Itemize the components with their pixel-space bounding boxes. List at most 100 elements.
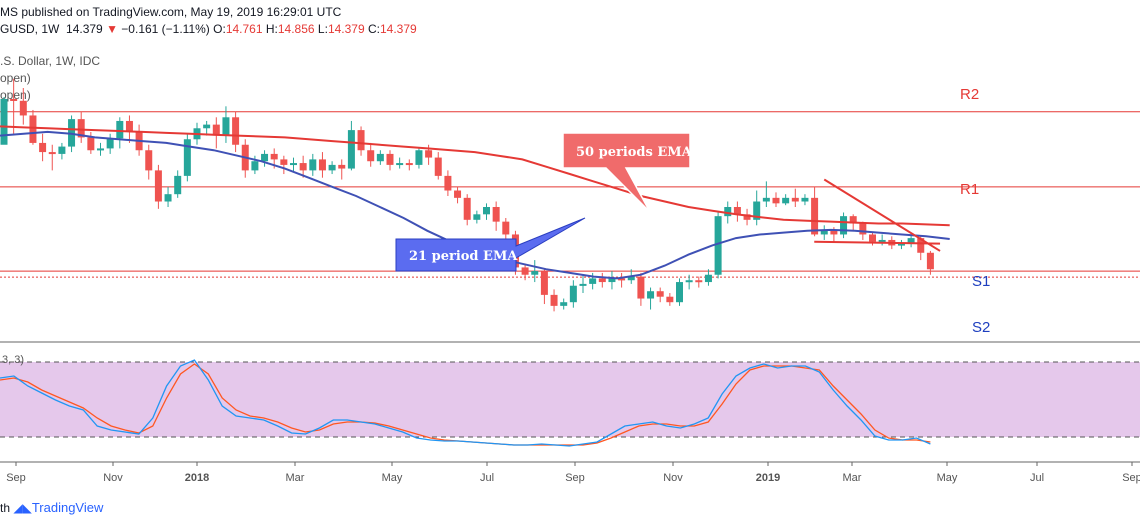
candle-body <box>647 291 655 299</box>
candle-body <box>791 197 799 202</box>
s1-label: S1 <box>972 273 990 290</box>
x-tick-label: May <box>382 472 403 484</box>
x-tick-label: Sep <box>565 472 585 484</box>
candle-body <box>299 163 307 171</box>
stochastic-legend: 3, 3) <box>2 354 24 366</box>
x-tick-label: Nov <box>103 472 123 484</box>
candle-body <box>77 119 85 138</box>
low-value: 14.379 <box>327 22 365 36</box>
candle-body <box>203 124 211 129</box>
candle-body <box>656 291 664 297</box>
candle-body <box>106 138 114 149</box>
candle-body <box>309 159 317 171</box>
x-tick-label: 2019 <box>756 472 780 484</box>
candle-body <box>454 190 462 198</box>
x-tick-label: Sep <box>6 472 26 484</box>
ema50-annotation: 50 periods EMA <box>562 132 693 213</box>
candle-body <box>386 153 394 165</box>
ohlc-bar: GUSD, 1W 14.379 ▼ −0.161 (−1.11%) O:14.7… <box>0 22 417 36</box>
candle-body <box>724 207 732 217</box>
candle-body <box>782 197 790 204</box>
candle-body <box>154 170 162 202</box>
open-value: 14.761 <box>225 22 263 36</box>
candle-body <box>473 214 481 220</box>
candle-body <box>811 197 819 235</box>
high-value: 14.856 <box>277 22 315 36</box>
footer: th ◢◣TradingView <box>0 500 103 515</box>
candle-body <box>415 150 423 165</box>
candle-body <box>521 267 529 275</box>
candle-body <box>270 153 278 160</box>
x-tick-label: Jul <box>480 472 494 484</box>
r2-label: R2 <box>960 86 979 103</box>
candle-body <box>338 164 346 169</box>
candle-body <box>434 157 442 176</box>
candle-body <box>608 278 616 283</box>
candle-body <box>666 296 674 303</box>
candle-body <box>598 278 606 283</box>
candle-body <box>0 98 8 145</box>
candle-body <box>280 159 288 165</box>
ema21-callout <box>395 217 586 272</box>
candle-body <box>328 164 336 171</box>
candle-body <box>531 271 539 275</box>
tradingview-logo-icon: ◢◣ <box>13 501 32 515</box>
candle-body <box>483 207 490 215</box>
candle-body <box>183 139 191 176</box>
candle-body <box>772 197 780 204</box>
stochastic-k-line <box>0 359 931 447</box>
candle-body <box>164 194 172 202</box>
candle-body <box>425 150 433 158</box>
x-tick-label: Sep <box>1122 472 1140 484</box>
x-tick-label: 2018 <box>185 472 209 484</box>
candle-body <box>492 207 500 222</box>
high-label: H: <box>265 22 278 36</box>
open-label: O: <box>213 22 226 36</box>
publish-text: MS published on TradingView.com, May 19,… <box>0 5 342 19</box>
candle-body <box>859 223 867 235</box>
descending-trendline <box>823 178 941 252</box>
trendlines <box>814 178 941 252</box>
candle-body <box>733 207 741 215</box>
publish-info: MS published on TradingView.com, May 19,… <box>0 5 341 19</box>
candle-body <box>232 117 240 145</box>
stochastic-lines <box>0 359 931 447</box>
candle-body <box>357 130 365 151</box>
ema50-label: 50 periods EMA <box>576 145 693 160</box>
ema50-callout <box>562 132 691 213</box>
candle-body <box>627 276 635 281</box>
candle-body <box>444 175 452 191</box>
candle-body <box>820 230 828 235</box>
candlesticks <box>0 78 934 312</box>
candle-body <box>589 278 597 284</box>
stochastic-band <box>0 362 1140 437</box>
last-price: 14.379 <box>66 22 103 36</box>
candle-body <box>714 216 722 275</box>
candle-body <box>405 163 413 166</box>
candle-body <box>897 243 905 246</box>
candle-body <box>463 197 471 220</box>
candle-body <box>212 124 220 136</box>
tradingview-brand[interactable]: TradingView <box>31 500 104 515</box>
instrument-label: .S. Dollar, 1W, IDC <box>0 54 101 68</box>
x-tick-label: Nov <box>663 472 683 484</box>
candle-body <box>676 282 683 303</box>
x-tick-label: Mar <box>286 472 305 484</box>
candle-body <box>58 146 66 154</box>
candle-body <box>87 137 95 151</box>
candle-body <box>569 285 577 303</box>
candle-body <box>907 238 915 244</box>
candle-body <box>261 153 269 162</box>
candle-body <box>145 150 153 171</box>
candle-body <box>251 161 259 171</box>
candle-body <box>125 120 133 132</box>
ema50-line <box>0 125 950 227</box>
down-arrow-icon: ▼ <box>106 22 118 36</box>
candle-body <box>502 221 510 235</box>
candle-body <box>318 159 326 171</box>
candle-body <box>618 278 626 281</box>
indicator-legend-1[interactable]: open) <box>0 71 31 85</box>
instrument-title: .S. Dollar, 1W, IDC <box>0 54 100 68</box>
candle-body <box>801 197 809 202</box>
